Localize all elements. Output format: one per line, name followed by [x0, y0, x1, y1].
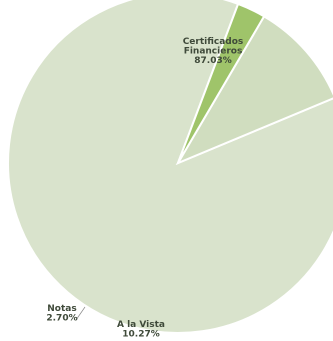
slice-value-0: 87.03%	[194, 56, 232, 66]
pie-labels: Certificados Financieros 87.03% A la Vista 1…	[46, 37, 243, 340]
slice-value-1: 10.27%	[122, 330, 160, 340]
slice-name-2-0: Notas	[47, 304, 76, 314]
pie-slices	[7, 0, 333, 334]
slice-name-0-1: Financieros	[184, 47, 243, 57]
slice-label-0: Certificados Financieros 87.03%	[183, 37, 244, 66]
slice-label-2: Notas 2.70%	[46, 304, 77, 324]
slice-value-2: 2.70%	[46, 314, 77, 324]
slice-name-1-0: A la Vista	[117, 320, 165, 330]
pie-slice-2	[177, 2, 266, 164]
slice-name-0-0: Certificados	[183, 37, 244, 47]
pie-slice-0	[7, 0, 333, 334]
leader-line-2	[75, 306, 86, 321]
slice-label-1: A la Vista 10.27%	[117, 320, 165, 340]
